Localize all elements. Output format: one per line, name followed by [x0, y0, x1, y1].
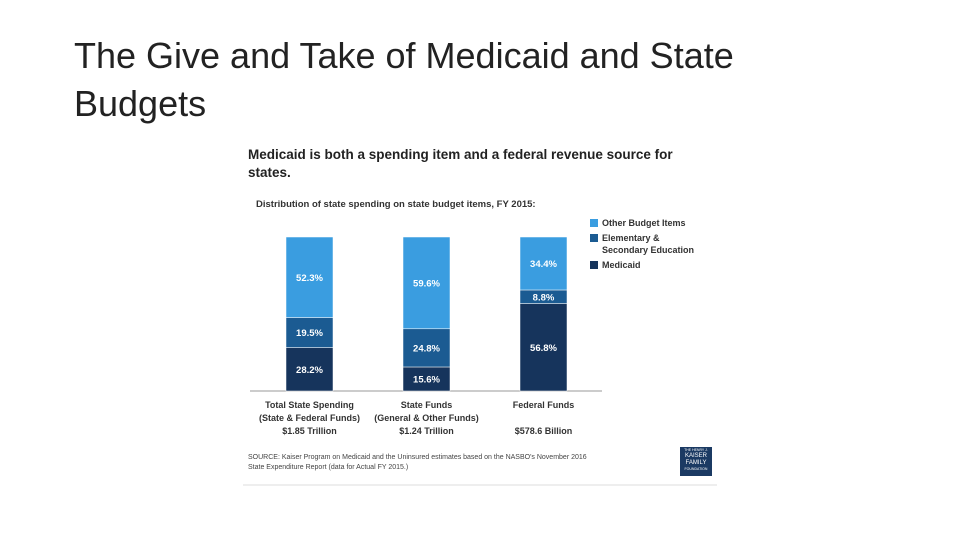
- legend-label: Other Budget Items: [602, 218, 686, 228]
- legend-item: Other Budget Items: [590, 217, 702, 229]
- legend-label: Elementary & Secondary Education: [602, 233, 695, 255]
- value-label: 59.6%: [413, 278, 440, 289]
- source-note: SOURCE: Kaiser Program on Medicaid and t…: [248, 454, 587, 471]
- legend-item: Medicaid: [590, 259, 702, 271]
- value-label: 28.2%: [296, 365, 323, 376]
- legend-swatch: [590, 261, 598, 269]
- bar-segment: [519, 236, 568, 291]
- chart-title: Medicaid is both a spending item and a f…: [248, 147, 673, 180]
- category-label: Federal Funds: [513, 400, 575, 410]
- value-label: 52.3%: [296, 273, 323, 284]
- category-label: (State & Federal Funds): [259, 413, 360, 423]
- logo-text: FAMILY: [685, 460, 707, 466]
- bar-segment: [402, 236, 451, 330]
- legend-label: Medicaid: [602, 260, 641, 270]
- category-total: $1.85 Trillion: [282, 426, 337, 436]
- logo-text: THE HENRY J.: [684, 448, 708, 452]
- bar-segment: [402, 328, 451, 368]
- category-total: $1.24 Trillion: [399, 426, 454, 436]
- bar-segment: [402, 366, 451, 392]
- legend: Other Budget Items Elementary & Secondary…: [590, 217, 702, 274]
- logo-text: KAISER: [684, 453, 707, 459]
- legend-swatch: [590, 234, 598, 242]
- bar-segment: [285, 236, 334, 318]
- bar-segment: [285, 317, 334, 348]
- value-label: 24.8%: [413, 343, 440, 354]
- value-label: 56.8%: [530, 343, 557, 354]
- category-total: $578.6 Billion: [515, 426, 573, 436]
- category-label: State Funds: [401, 400, 453, 410]
- value-label: 15.6%: [413, 374, 440, 385]
- logo: THE HENRY J. KAISER FAMILY FOUNDATION: [680, 447, 712, 476]
- slide-title: The Give and Take of Medicaid and State …: [74, 35, 734, 124]
- bar-segment: [285, 347, 334, 392]
- value-label: 19.5%: [296, 328, 323, 339]
- legend-swatch: [590, 219, 598, 227]
- chart-subtitle: Distribution of state spending on state …: [256, 199, 536, 210]
- bar-segment: [519, 303, 568, 392]
- category-label: (General & Other Funds): [374, 413, 479, 423]
- legend-item: Elementary & Secondary Education: [590, 232, 702, 256]
- category-label: Total State Spending: [265, 400, 354, 410]
- value-label: 8.8%: [533, 292, 555, 303]
- logo-text: FOUNDATION: [684, 467, 708, 471]
- value-label: 34.4%: [530, 259, 557, 270]
